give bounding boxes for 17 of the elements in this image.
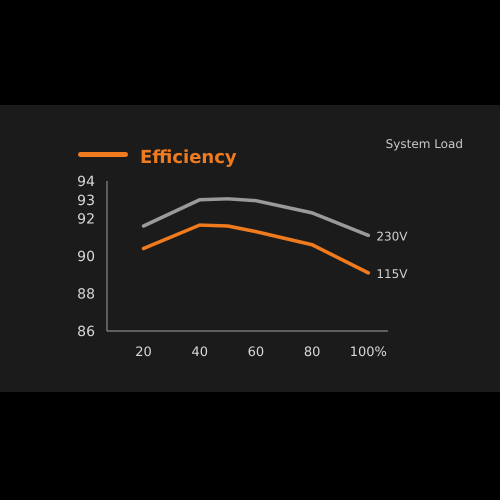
x-tick-label: 20 [135, 345, 152, 360]
y-tick-label: 88 [77, 286, 95, 302]
y-tick-label: 90 [77, 249, 95, 265]
x-tick-label: 60 [248, 345, 264, 360]
y-tick-label: 86 [77, 324, 96, 340]
series-label: 230V [376, 229, 408, 244]
x-axis-title: System Load [386, 137, 463, 151]
chart-title: Efficiency [140, 147, 237, 168]
line-series [142, 197, 370, 238]
series-label: 115V [376, 266, 408, 281]
x-tick-label: 40 [191, 345, 208, 360]
y-tick-label: 93 [77, 192, 95, 209]
y-tick-label: 92 [77, 212, 95, 228]
x-tick-label: 100% [350, 345, 387, 360]
y-tick-label: 94 [77, 174, 96, 190]
line-series [142, 223, 370, 275]
x-tick-label: 80 [304, 345, 320, 360]
